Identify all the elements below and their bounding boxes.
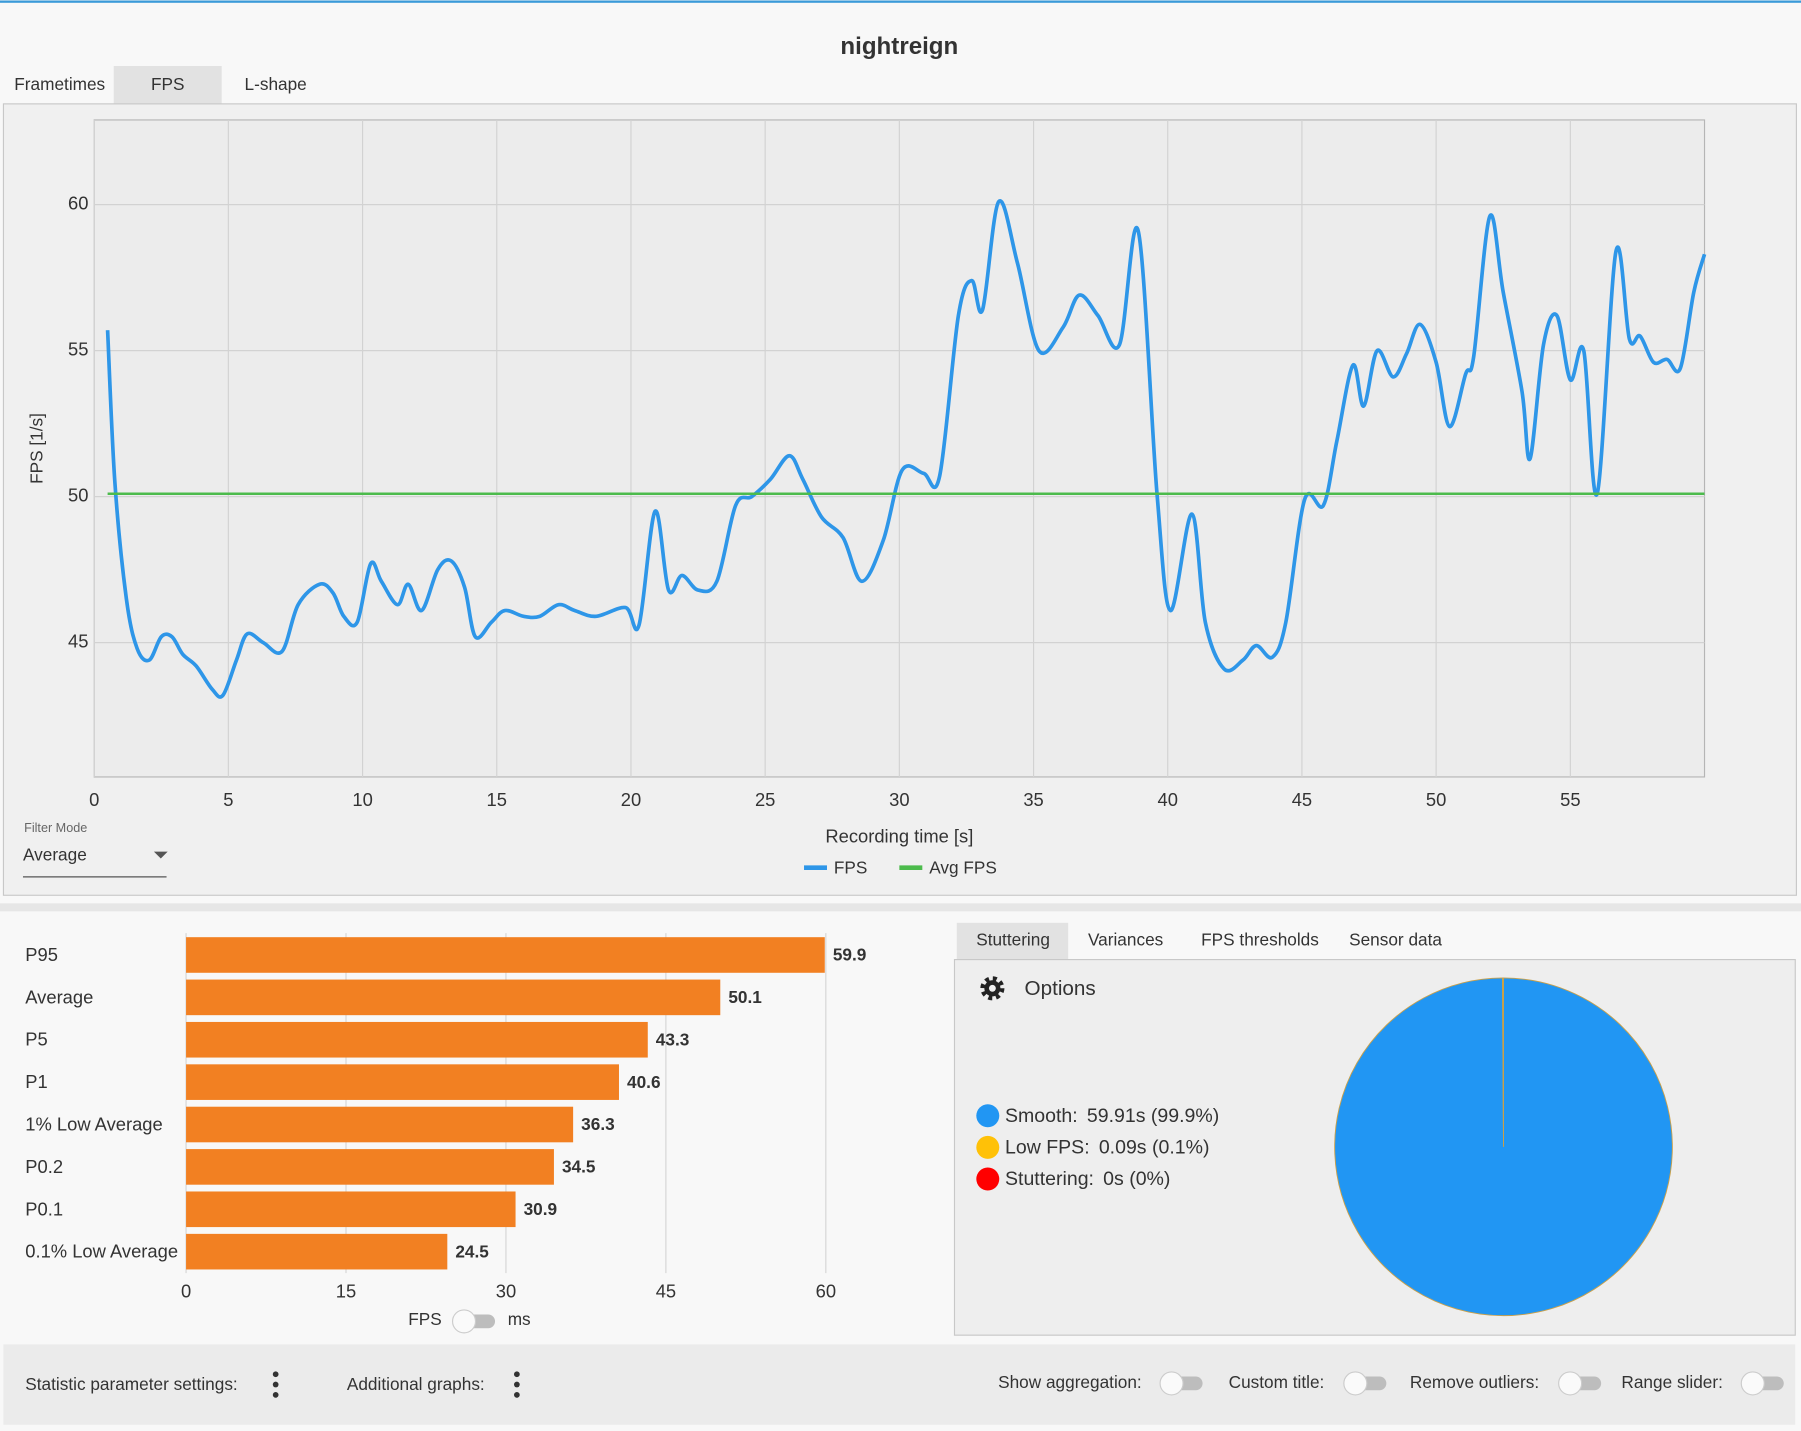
toggle-label: Range slider: [1621, 1372, 1722, 1392]
toggle-label: Custom title: [1229, 1372, 1325, 1392]
active-tab-bg [113, 65, 222, 104]
category-label: 0.1% Low Average [25, 1241, 178, 1262]
legend-value: 0s (0%) [1103, 1168, 1170, 1190]
tab[interactable]: FPS [151, 74, 184, 94]
x-tick-label: 25 [755, 789, 775, 810]
top-border [0, 0, 1801, 3]
legend-dot [976, 1104, 1000, 1128]
x-tick-label: 55 [1560, 789, 1580, 810]
category-label: P5 [25, 1029, 47, 1050]
value-label: 34.5 [562, 1157, 596, 1177]
x-tick-label: 60 [816, 1281, 836, 1302]
tab[interactable]: Frametimes [14, 74, 105, 94]
filter-label: Filter Mode [24, 821, 87, 835]
series-line [105, 199, 1707, 699]
x-axis-label: Recording time [s] [825, 826, 973, 847]
x-tick-label: 20 [621, 789, 641, 810]
value-label: 59.9 [833, 945, 867, 965]
toggle-knob[interactable] [1740, 1371, 1765, 1396]
y-tick-label: 45 [68, 630, 88, 651]
stat-tab[interactable]: Sensor data [1349, 930, 1442, 950]
y-tick-label: 55 [68, 338, 88, 359]
bottom-bar [3, 1344, 1796, 1425]
value-label: 36.3 [581, 1114, 615, 1134]
category-label: P95 [25, 944, 58, 965]
toggle-knob[interactable] [1558, 1371, 1583, 1396]
x-tick-label: 50 [1426, 789, 1446, 810]
x-tick-label: 45 [1292, 789, 1312, 810]
y-tick-label: 50 [68, 484, 88, 505]
kebab-menu[interactable] [513, 1371, 520, 1398]
legend-value: 59.91s (99.9%) [1087, 1105, 1219, 1127]
divider [0, 903, 1801, 912]
chart-title: nightreign [840, 33, 958, 60]
stat-tab[interactable]: Stuttering [976, 930, 1050, 950]
toggle-label: FPS [408, 1309, 442, 1329]
dropdown-arrow[interactable] [153, 851, 168, 859]
bar [186, 979, 721, 1016]
x-tick-label: 15 [336, 1281, 356, 1302]
tab[interactable]: L-shape [245, 74, 307, 94]
pie-slice [1501, 977, 1504, 1147]
legend-entry: Low FPS: 0.09s (0.1%) [1005, 1137, 1209, 1159]
toggle-knob[interactable] [1159, 1371, 1184, 1396]
category-label: P0.1 [25, 1198, 63, 1219]
legend-dot [976, 1167, 1000, 1191]
legend-entry: Smooth: 59.91s (99.9%) [1005, 1105, 1219, 1127]
bar [186, 1021, 648, 1058]
toggle-knob[interactable] [1343, 1371, 1368, 1396]
x-tick-label: 45 [656, 1281, 676, 1302]
bar [186, 1064, 619, 1100]
bar [186, 1106, 574, 1143]
x-tick-label: 5 [223, 789, 233, 810]
stat-tab[interactable]: Variances [1088, 930, 1163, 950]
setting-label: Additional graphs: [347, 1374, 485, 1394]
x-tick-label: 35 [1023, 789, 1043, 810]
category-label: P0.2 [25, 1156, 63, 1177]
value-label: 30.9 [524, 1199, 558, 1219]
filter-value[interactable]: Average [23, 845, 87, 865]
legend-label: Avg FPS [929, 857, 997, 877]
category-label: 1% Low Average [25, 1114, 162, 1135]
category-label: Average [25, 986, 93, 1007]
legend-dot [976, 1135, 1000, 1159]
toggle-knob[interactable] [451, 1309, 477, 1334]
setting-label: Statistic parameter settings: [25, 1374, 237, 1394]
x-tick-label: 15 [487, 789, 507, 810]
options-label[interactable]: Options [1025, 977, 1096, 1000]
legend-entry: Stuttering: 0s (0%) [1005, 1168, 1170, 1190]
legend-label: FPS [834, 857, 868, 877]
legend-name: Smooth: [1005, 1105, 1078, 1127]
toggle-label: Show aggregation: [998, 1372, 1142, 1392]
legend-value: 0.09s (0.1%) [1099, 1137, 1210, 1159]
legend-name: Stuttering: [1005, 1168, 1094, 1190]
toggle-label: Remove outliers: [1410, 1372, 1539, 1392]
x-tick-label: 30 [496, 1281, 516, 1302]
x-tick-label: 10 [352, 789, 372, 810]
value-label: 24.5 [455, 1241, 489, 1261]
toggle-label: ms [508, 1309, 531, 1329]
bar [186, 1233, 448, 1270]
x-tick-label: 40 [1158, 789, 1178, 810]
x-tick-label: 0 [181, 1281, 191, 1302]
bar [186, 1191, 516, 1228]
stat-tab[interactable]: FPS thresholds [1201, 930, 1319, 950]
value-label: 50.1 [728, 987, 762, 1007]
y-tick-label: 60 [68, 192, 88, 213]
value-label: 40.6 [627, 1072, 661, 1092]
bar [186, 1149, 554, 1185]
x-tick-label: 30 [889, 789, 909, 810]
value-label: 43.3 [656, 1029, 690, 1049]
category-label: P1 [25, 1071, 47, 1092]
active-stat-tab-bg [956, 922, 1069, 960]
kebab-menu[interactable] [272, 1371, 279, 1398]
gear-icon[interactable] [980, 976, 1005, 1001]
bar [186, 937, 825, 973]
y-axis-label: FPS [1/s] [26, 413, 46, 484]
legend-name: Low FPS: [1005, 1137, 1090, 1159]
x-tick-label: 0 [89, 789, 99, 810]
